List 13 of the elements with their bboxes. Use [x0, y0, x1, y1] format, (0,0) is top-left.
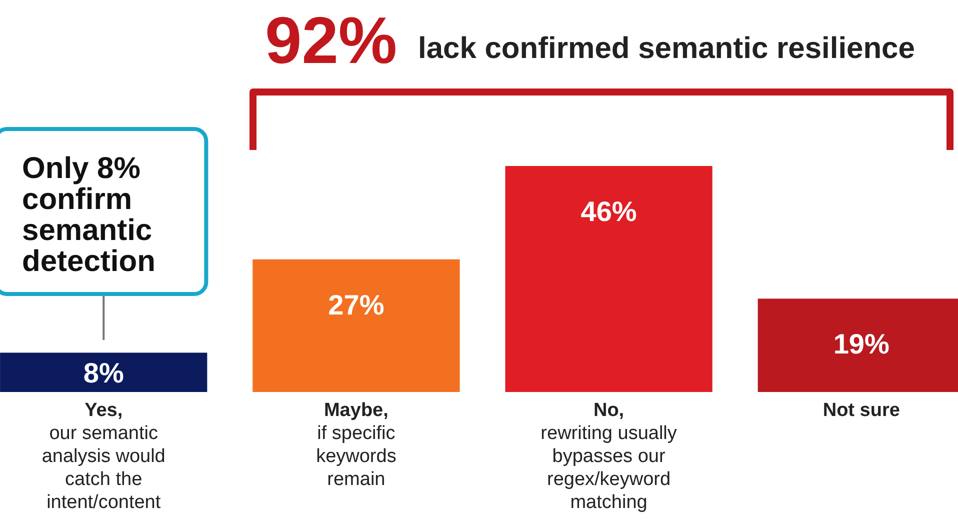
- data-label: 8%: [83, 357, 124, 388]
- data-label: 46%: [580, 196, 637, 227]
- x-tick-label: Not sure: [822, 400, 900, 421]
- annotation: Only 8% confirm semantic detection: [22, 152, 156, 278]
- bar: [252, 259, 460, 392]
- bar: [505, 166, 712, 392]
- text: 92% lack confirmed semantic resilience: [265, 3, 915, 77]
- x-tick-label: Yes, our semantic analysis would catch the intent/content: [42, 400, 166, 513]
- x-tick-label: Maybe, if specific keywords remain: [316, 400, 396, 490]
- bar: [0, 352, 208, 392]
- data-label: 27%: [328, 289, 384, 320]
- x-tick-label: No, rewriting usually bypasses our regex/keyword matching: [540, 400, 678, 513]
- data-label: 19%: [833, 328, 890, 360]
